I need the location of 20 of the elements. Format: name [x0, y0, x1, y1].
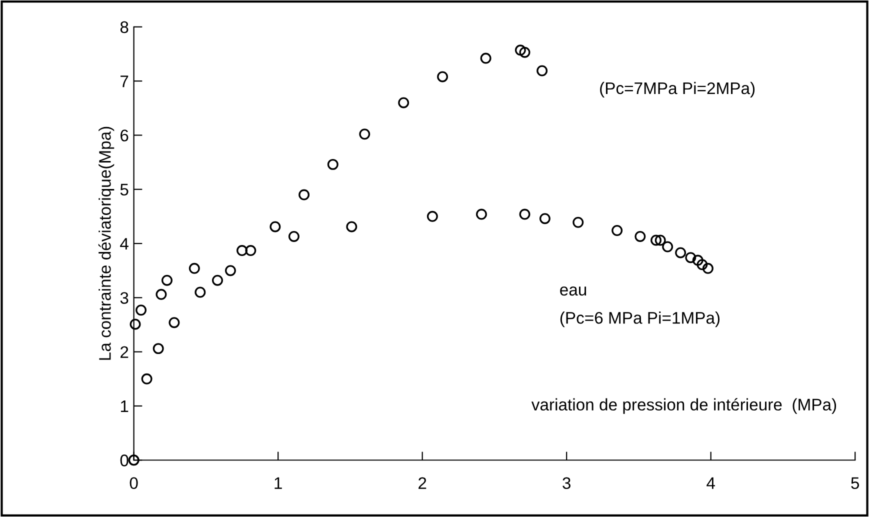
annotation: (Pc=6 MPa Pi=1MPa) — [560, 312, 720, 328]
x-tick-label: 1 — [274, 477, 282, 489]
x-tick-label: 3 — [562, 477, 570, 490]
y-tick-label: 1 — [120, 400, 128, 412]
y-tick-label: 4 — [120, 238, 128, 250]
text: eau — [560, 286, 586, 296]
y-tick-label: 7 — [120, 76, 128, 88]
y-tick-label: 2 — [120, 346, 128, 358]
x-tick-label: 4 — [706, 477, 715, 489]
x-tick-label: 2 — [418, 477, 426, 489]
y-axis-title: La contrainte déviatorique(Mpa) — [98, 126, 114, 360]
y-tick-label: 8 — [120, 21, 128, 34]
annotation: (Pc=7MPa Pi=2MPa) — [600, 82, 755, 98]
y-tick-label: 6 — [120, 130, 128, 142]
y-tick-label: 3 — [120, 292, 128, 304]
x-tick-label: 0 — [130, 477, 138, 490]
x-tick-label: 5 — [851, 477, 860, 490]
y-tick-label: 5 — [120, 184, 128, 196]
y-tick-label: 0 — [120, 454, 128, 466]
x-axis-title: variation de pression de intérieure (MPa) — [531, 398, 836, 414]
